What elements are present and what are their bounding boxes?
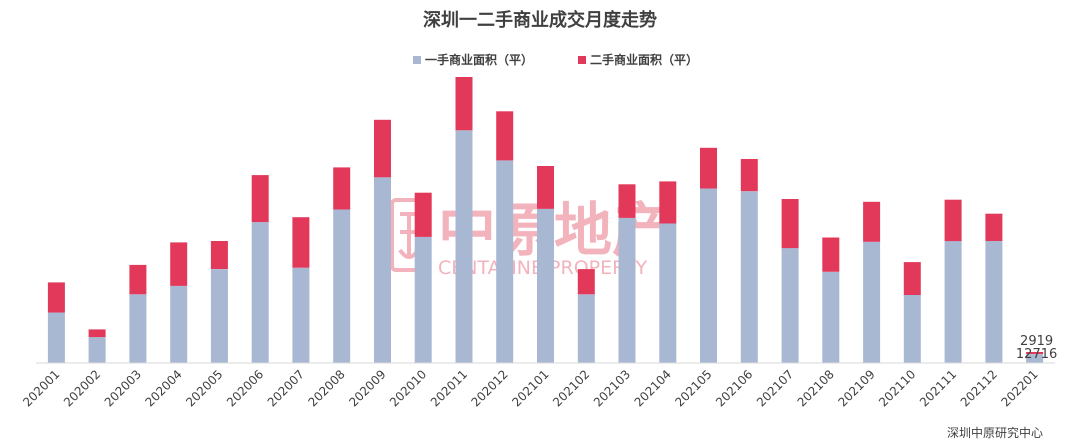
x-tick-label-202008: 202008 bbox=[306, 367, 348, 409]
x-tick-label-202010: 202010 bbox=[387, 367, 429, 409]
bar-first-hand-202105 bbox=[700, 188, 717, 363]
bar-first-hand-202012 bbox=[496, 160, 514, 363]
legend-label-first-hand: 一手商业面积（平） bbox=[425, 52, 533, 67]
x-tick-label-202108: 202108 bbox=[795, 367, 837, 409]
bar-first-hand-202008 bbox=[333, 209, 351, 363]
bar-second-hand-202102 bbox=[577, 269, 595, 295]
bar-second-hand-202006 bbox=[251, 175, 269, 223]
bar-second-hand-202110 bbox=[903, 262, 921, 295]
bar-first-hand-202106 bbox=[740, 191, 758, 363]
bar-first-hand-202009 bbox=[374, 177, 391, 363]
bar-second-hand-202103 bbox=[618, 184, 636, 218]
bar-first-hand-202004 bbox=[170, 285, 188, 363]
data-label-202201-first-hand: 12716 bbox=[1016, 347, 1057, 362]
bar-first-hand-202108 bbox=[822, 271, 840, 363]
bar-second-hand-202101 bbox=[537, 166, 554, 209]
x-tick-label-202109: 202109 bbox=[835, 367, 877, 409]
legend-swatch-second-hand bbox=[578, 56, 586, 64]
bars bbox=[47, 77, 1044, 363]
x-tick-label-202005: 202005 bbox=[183, 367, 225, 409]
bar-first-hand-202007 bbox=[292, 267, 310, 363]
x-tick-label-202106: 202106 bbox=[713, 367, 755, 409]
bar-second-hand-202008 bbox=[333, 167, 351, 210]
x-tick-label-202105: 202105 bbox=[672, 367, 714, 409]
x-tick-label-202107: 202107 bbox=[754, 367, 796, 409]
bar-first-hand-202003 bbox=[129, 294, 147, 363]
bar-second-hand-202109 bbox=[863, 201, 881, 242]
x-tick-label-202103: 202103 bbox=[591, 367, 633, 409]
x-tick-label-202007: 202007 bbox=[265, 367, 307, 409]
bar-first-hand-202110 bbox=[903, 295, 921, 363]
data-label-202201-second-hand: 2919 bbox=[1020, 334, 1053, 349]
bar-second-hand-202012 bbox=[496, 111, 514, 161]
bar-first-hand-202002 bbox=[88, 337, 106, 363]
bar-second-hand-202005 bbox=[210, 241, 228, 269]
source-note: 深圳中原研究中心 bbox=[947, 425, 1043, 440]
bar-first-hand-202201 bbox=[1026, 354, 1044, 363]
x-tick-label-202102: 202102 bbox=[550, 367, 592, 409]
bar-second-hand-202003 bbox=[129, 264, 147, 295]
bar-second-hand-202104 bbox=[659, 181, 677, 224]
x-tick-label-202110: 202110 bbox=[876, 367, 918, 409]
legend-swatch-first-hand bbox=[413, 56, 421, 64]
bar-second-hand-202007 bbox=[292, 217, 310, 268]
bar-first-hand-202104 bbox=[659, 223, 677, 363]
x-tick-label-202104: 202104 bbox=[632, 367, 674, 409]
bar-second-hand-202004 bbox=[170, 242, 188, 286]
x-tick-label-202003: 202003 bbox=[102, 367, 144, 409]
x-tick-label-202009: 202009 bbox=[346, 367, 388, 409]
bar-first-hand-202107 bbox=[781, 248, 799, 363]
bar-first-hand-202001 bbox=[47, 312, 65, 363]
legend-label-second-hand: 二手商业面积（平） bbox=[590, 52, 698, 67]
x-tick-label-202011: 202011 bbox=[428, 367, 470, 409]
x-tick-label-202002: 202002 bbox=[61, 367, 103, 409]
bar-second-hand-202009 bbox=[374, 119, 391, 178]
bar-first-hand-202111 bbox=[944, 241, 962, 363]
x-tick-label-202112: 202112 bbox=[958, 367, 1000, 409]
bar-first-hand-202112 bbox=[985, 241, 1003, 363]
bar-second-hand-202001 bbox=[47, 282, 65, 313]
bar-second-hand-202002 bbox=[88, 329, 106, 338]
bar-first-hand-202005 bbox=[210, 269, 228, 363]
bar-second-hand-202108 bbox=[822, 237, 840, 272]
bar-second-hand-202201 bbox=[1026, 352, 1044, 354]
bar-first-hand-202010 bbox=[414, 236, 432, 363]
x-axis-tick-labels: 2020012020022020032020042020052020062020… bbox=[20, 367, 1040, 409]
x-tick-label-202012: 202012 bbox=[469, 367, 511, 409]
x-tick-label-202101: 202101 bbox=[509, 367, 551, 409]
bar-first-hand-202006 bbox=[251, 222, 269, 363]
bar-second-hand-202112 bbox=[985, 213, 1003, 241]
bar-first-hand-202102 bbox=[577, 294, 595, 363]
bar-second-hand-202105 bbox=[700, 147, 717, 189]
chart-title: 深圳一二手商业成交月度走势 bbox=[423, 9, 657, 31]
x-tick-label-202111: 202111 bbox=[917, 367, 959, 409]
legend: 一手商业面积（平） 二手商业面积（平） bbox=[413, 52, 698, 67]
bar-second-hand-202106 bbox=[740, 159, 758, 192]
x-tick-label-202201: 202201 bbox=[998, 367, 1040, 409]
bar-second-hand-202111 bbox=[944, 199, 962, 242]
bar-first-hand-202011 bbox=[455, 130, 473, 363]
x-tick-label-202001: 202001 bbox=[20, 367, 62, 409]
x-tick-label-202006: 202006 bbox=[224, 367, 266, 409]
bar-first-hand-202103 bbox=[618, 217, 636, 363]
x-tick-label-202004: 202004 bbox=[143, 367, 185, 409]
bar-first-hand-202109 bbox=[863, 241, 881, 363]
bar-second-hand-202011 bbox=[455, 77, 473, 131]
bar-second-hand-202107 bbox=[781, 199, 799, 249]
bar-second-hand-202010 bbox=[414, 192, 432, 237]
bar-first-hand-202101 bbox=[537, 208, 554, 363]
